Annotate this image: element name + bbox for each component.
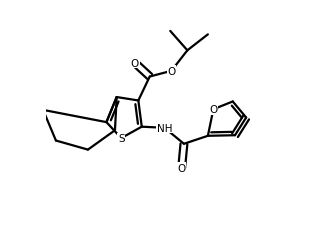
Text: O: O: [209, 105, 218, 115]
Text: S: S: [118, 133, 124, 143]
Text: NH: NH: [157, 123, 172, 133]
Text: O: O: [167, 67, 176, 76]
Text: O: O: [178, 163, 186, 173]
Text: O: O: [131, 59, 139, 69]
